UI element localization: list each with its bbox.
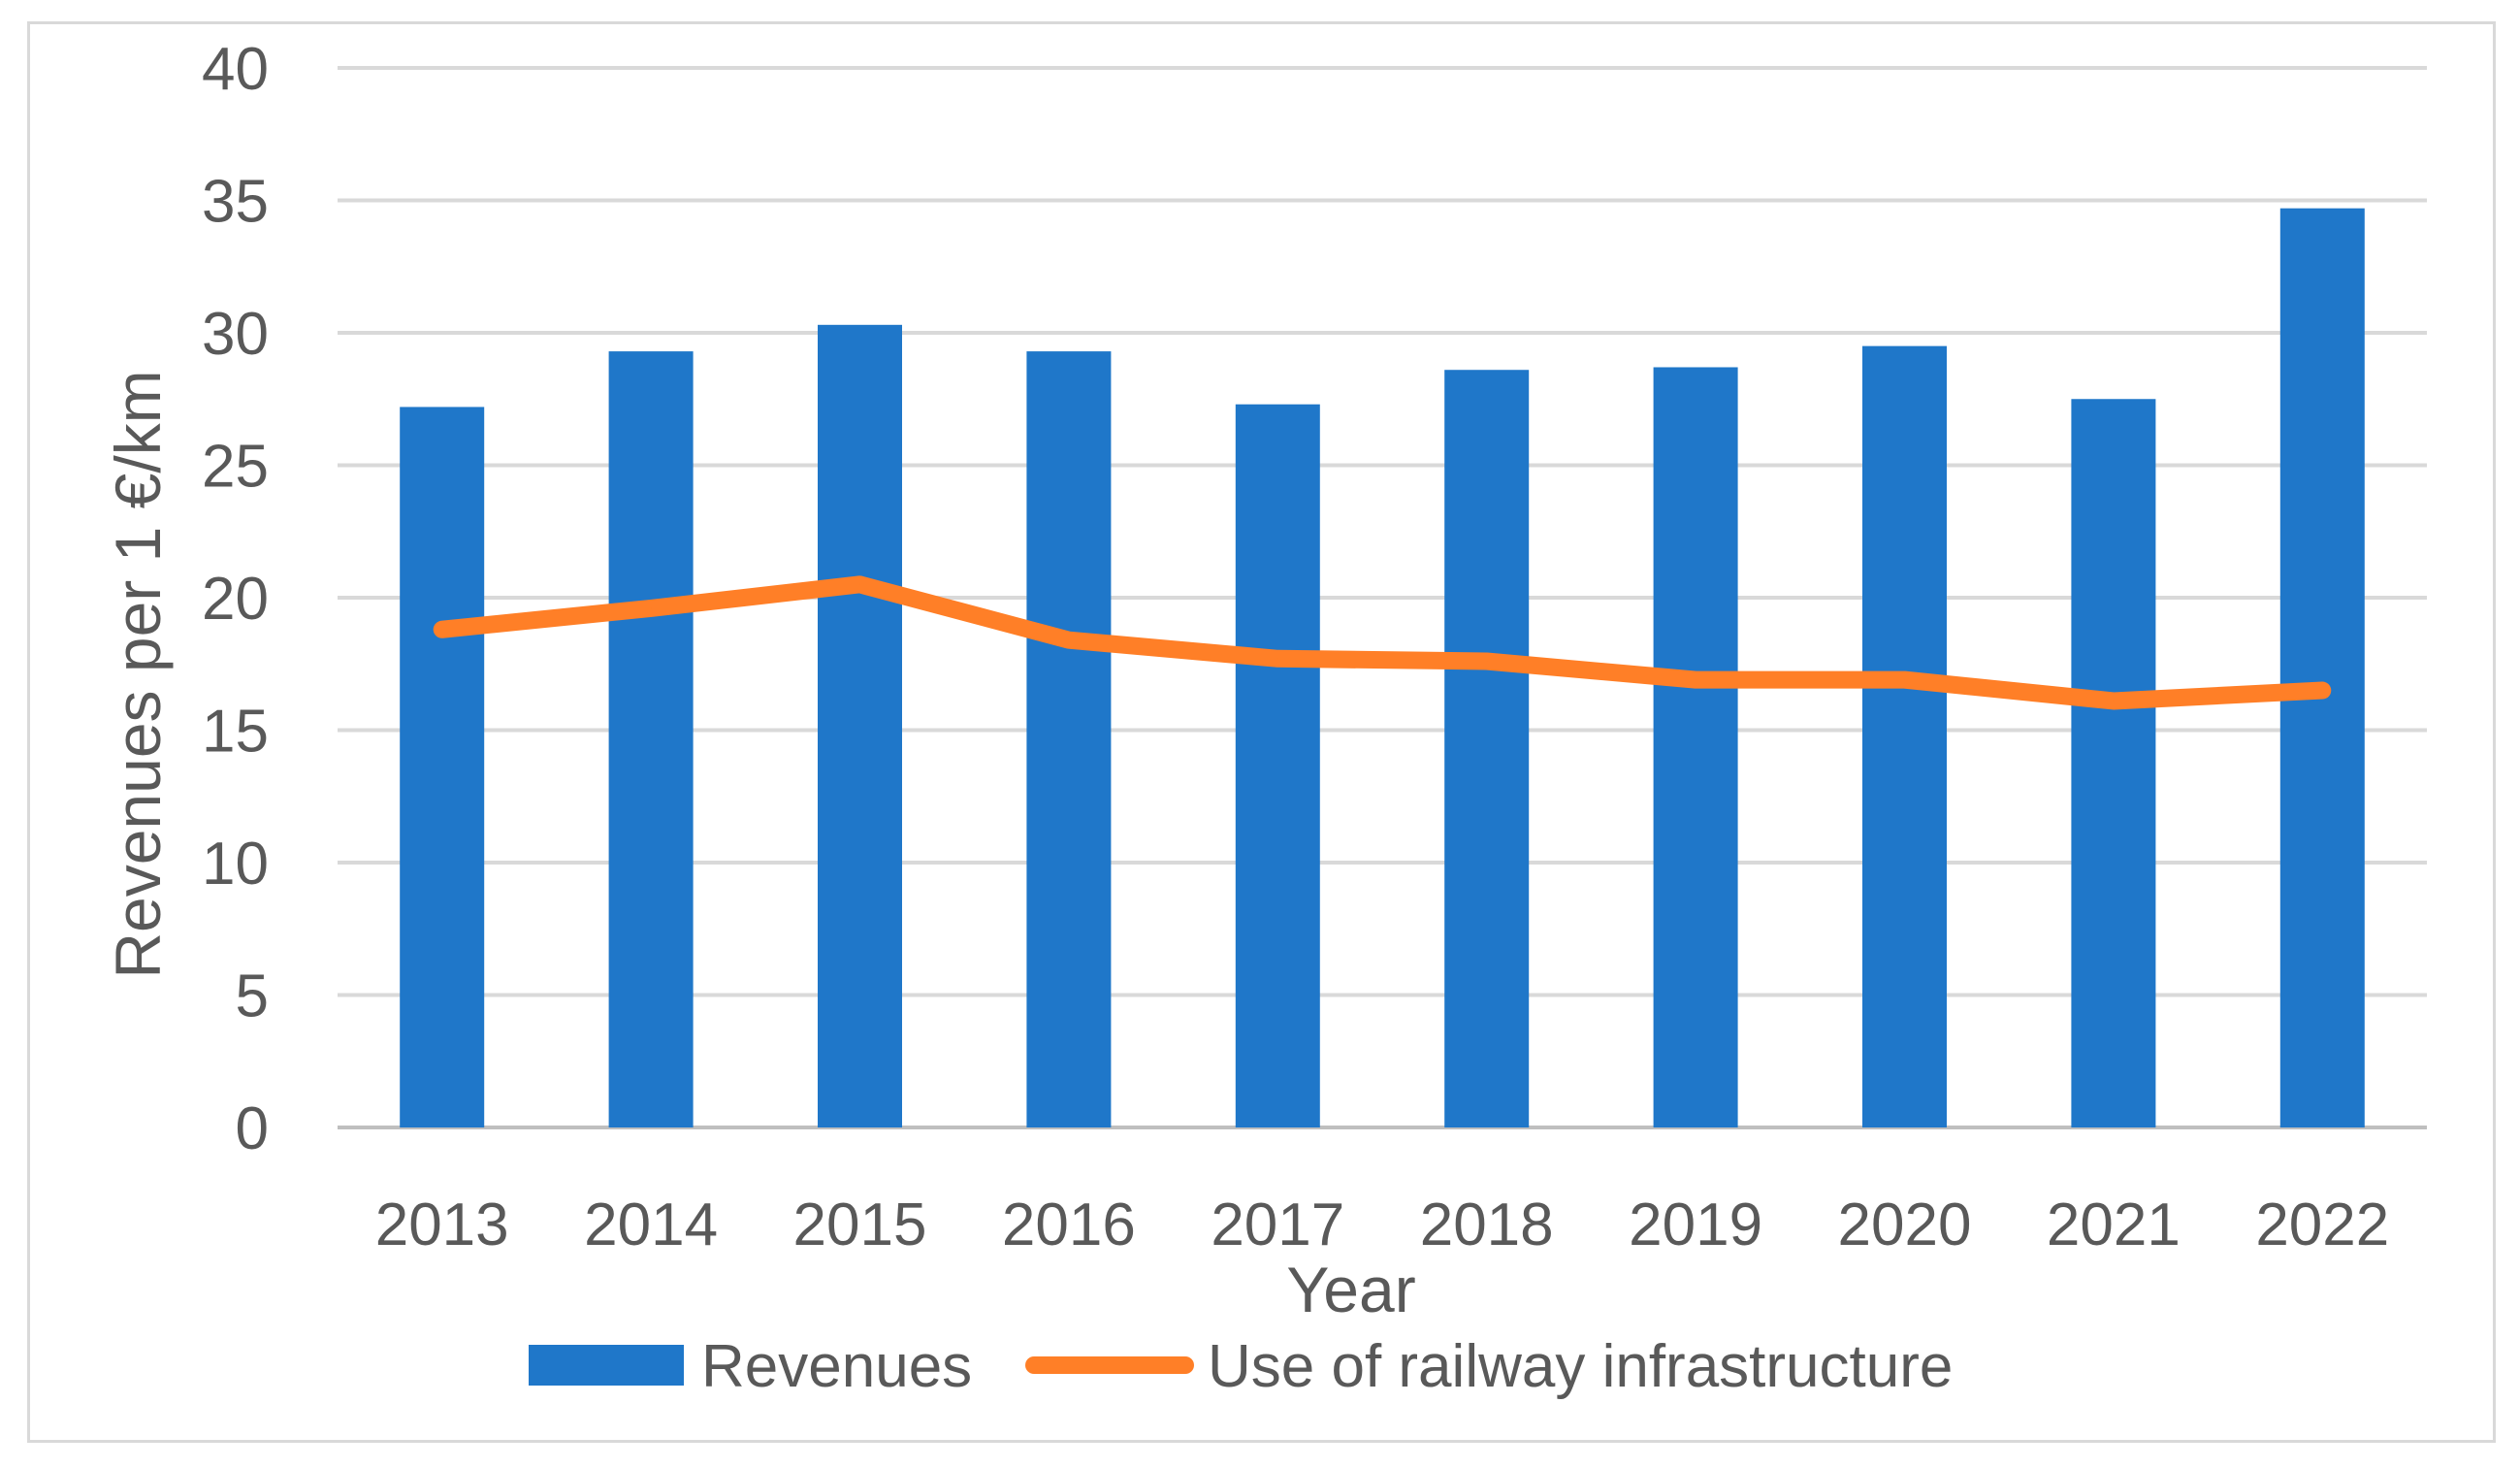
- y-tick-label: 25: [202, 434, 269, 501]
- revenue-bars: [400, 208, 2365, 1128]
- bar-revenues-2016: [1026, 351, 1112, 1127]
- point-infrastructure-2015: [859, 583, 860, 585]
- y-tick-label: 20: [202, 566, 269, 633]
- y-tick-label: 30: [202, 301, 269, 368]
- bar-revenues-2013: [400, 407, 485, 1127]
- x-tick-label: 2022: [2255, 1192, 2389, 1258]
- point-infrastructure-2013: [441, 629, 443, 631]
- x-tick-label: 2018: [1420, 1192, 1554, 1258]
- x-tick-label: 2015: [793, 1192, 927, 1258]
- y-tick-label: 0: [236, 1095, 269, 1162]
- point-infrastructure-2014: [650, 607, 652, 609]
- point-infrastructure-2018: [1486, 661, 1488, 663]
- bar-revenues-2021: [2071, 399, 2156, 1127]
- x-tick-label: 2014: [584, 1192, 718, 1258]
- bar-revenues-2018: [1444, 370, 1530, 1128]
- y-tick-label: 15: [202, 699, 269, 766]
- point-infrastructure-2020: [1904, 679, 1905, 681]
- legend-label-revenues: Revenues: [701, 1333, 972, 1400]
- bar-revenues-2019: [1653, 367, 1738, 1127]
- y-tick-label: 5: [236, 963, 269, 1030]
- x-axis-title: Year: [1286, 1254, 1415, 1325]
- legend-label-infrastructure: Use of railway infrastructure: [1208, 1333, 1953, 1400]
- legend-swatch-revenues: [529, 1345, 684, 1386]
- x-tick-label: 2020: [1838, 1192, 1972, 1258]
- x-tick-label: 2016: [1002, 1192, 1136, 1258]
- bar-revenues-2014: [608, 351, 694, 1127]
- legend: Revenues Use of railway infrastructure: [529, 1333, 1953, 1400]
- x-tick-label: 2021: [2047, 1192, 2181, 1258]
- y-tick-label: 10: [202, 831, 269, 898]
- point-infrastructure-2022: [2321, 690, 2323, 692]
- bar-revenues-2022: [2279, 208, 2365, 1127]
- point-infrastructure-2021: [2113, 700, 2115, 702]
- bar-revenues-2020: [1862, 345, 1947, 1127]
- y-axis-title: Revenues per 1 €/km: [102, 370, 174, 978]
- x-tick-label: 2019: [1629, 1192, 1762, 1258]
- y-tick-label: 35: [202, 169, 269, 236]
- x-tick-label: 2013: [375, 1192, 509, 1258]
- bar-revenues-2017: [1235, 404, 1320, 1128]
- line-use-of-railway-infrastructure: [433, 575, 2332, 710]
- point-infrastructure-2017: [1276, 658, 1278, 660]
- y-tick-label: 40: [202, 36, 269, 103]
- bar-revenues-2015: [818, 324, 902, 1127]
- x-axis-ticks: 2013 2014 2015 2016 2017 2018 2019 2020 2021 2022: [375, 1192, 2390, 1258]
- infrastructure-line: [433, 575, 2332, 710]
- y-axis-ticks: 0 5 10 15 20 25 30 35 40: [202, 36, 269, 1162]
- point-infrastructure-2016: [1068, 639, 1070, 641]
- x-tick-label: 2017: [1211, 1192, 1344, 1258]
